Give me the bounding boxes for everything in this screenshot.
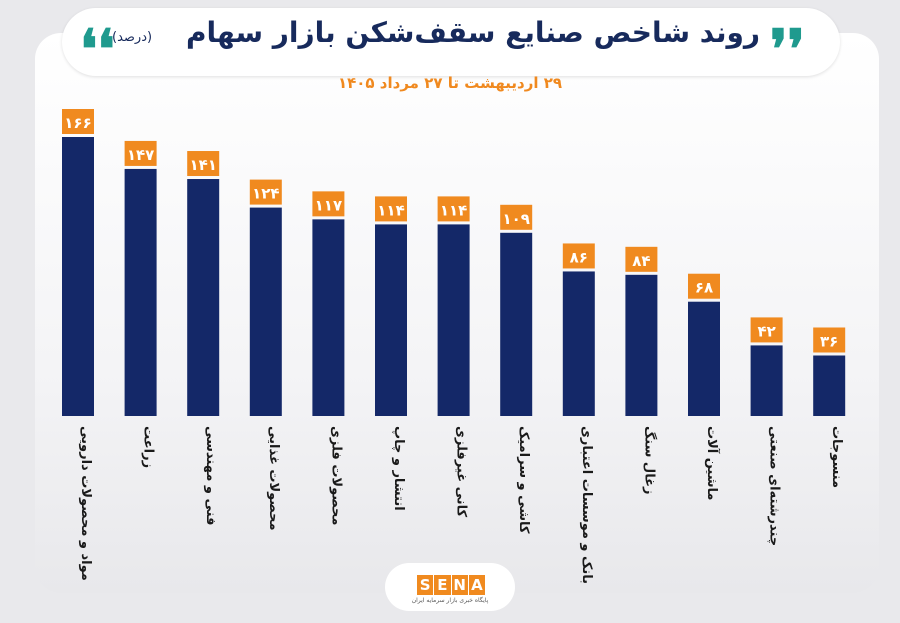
value-label-bg [187, 151, 220, 177]
quote-close-icon: ❜❜ [770, 17, 805, 81]
title-banner [62, 8, 840, 76]
bar [249, 207, 282, 416]
bar [562, 271, 595, 416]
category-label: بانک و موسسات اعتباری [579, 426, 594, 584]
bar [375, 224, 407, 416]
category-label: انتشار و چاپ [391, 426, 406, 511]
category-label: مواد و محصولات دارویی [78, 426, 93, 581]
value-label-bg [124, 140, 157, 166]
category-label: کانی غیرفلزی [454, 426, 469, 518]
value-label: ۸۴ [632, 252, 650, 270]
category-label: چندرشته‌ای صنعتی [767, 426, 782, 546]
value-label: ۸۶ [570, 248, 588, 266]
category-label: فنی و مهندسی [203, 426, 218, 526]
value-label-bg [562, 243, 595, 269]
value-label-bg [750, 317, 783, 343]
category-label: محصولات فلزی [328, 426, 343, 525]
value-label: ۱۱۴ [377, 201, 404, 219]
bar [124, 168, 157, 416]
value-label-bg [625, 246, 658, 272]
value-label: ۱۴۷ [127, 146, 154, 164]
bar [813, 355, 846, 416]
bar [187, 179, 220, 416]
category-label: زغال سنگ [641, 426, 657, 494]
value-label-bg [813, 327, 846, 353]
value-label-bg [375, 196, 407, 222]
bar [62, 137, 94, 416]
value-label-bg [437, 196, 470, 222]
value-label-bg [500, 204, 533, 230]
category-label: منسوجات [829, 426, 844, 488]
value-label: ۱۲۴ [252, 185, 279, 203]
bar [750, 345, 783, 416]
bar [688, 301, 720, 416]
logo-letter: A [468, 575, 485, 595]
value-label: ۱۱۷ [315, 196, 342, 214]
chart-subtitle: ۲۹ اردیبهشت تا ۲۷ مرداد ۱۴۰۵ [337, 74, 563, 92]
value-label: ۱۱۴ [440, 201, 467, 219]
category-label: کاشی و سرامیک [516, 426, 531, 534]
sena-logo: S E N A [417, 575, 485, 595]
value-label-bg [688, 273, 720, 299]
chart-unit: (درصد) [112, 30, 153, 45]
category-label: ماشین آلات [704, 426, 721, 500]
bar [437, 224, 470, 416]
chart-title: روند شاخص صنایع سقف‌شکن بازار سهام [186, 16, 760, 49]
category-label: زراعت [141, 426, 156, 468]
bar [625, 274, 658, 416]
value-label-bg [249, 179, 282, 205]
value-label: ۱۰۹ [502, 210, 529, 228]
bar [312, 219, 345, 416]
value-label-bg [312, 191, 345, 217]
logo-letter: N [451, 575, 468, 595]
logo-letter: S [417, 575, 434, 595]
value-label: ۴۲ [757, 322, 775, 340]
value-label: ۱۴۱ [189, 156, 216, 174]
value-label: ۶۸ [695, 279, 713, 297]
category-label: محصولات غذایی [266, 426, 281, 531]
value-label-bg [62, 109, 94, 134]
logo-tagline: پایگاه خبری بازار سرمایه ایران [411, 597, 489, 604]
logo-letter: E [434, 575, 451, 595]
bar [500, 232, 533, 416]
value-label: ۳۶ [820, 332, 838, 350]
quote-open-icon: ❛❛ [80, 17, 115, 81]
value-label: ۱۶۶ [64, 114, 91, 132]
